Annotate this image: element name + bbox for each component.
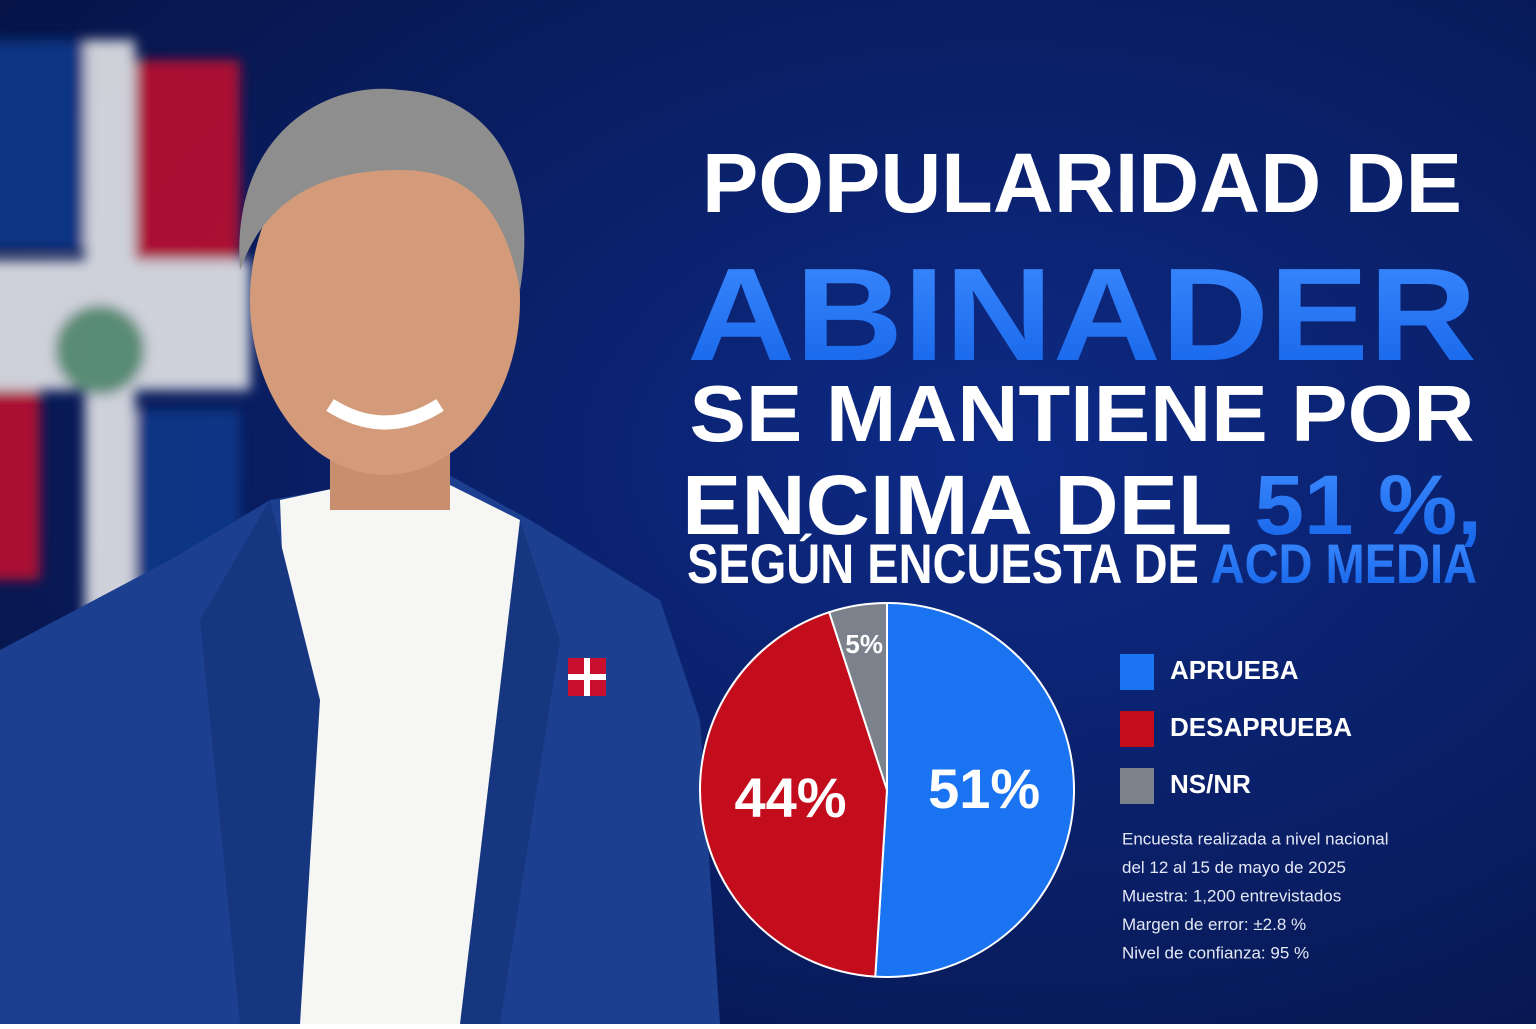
note-line: Margen de error: ±2.8 % <box>1122 915 1306 934</box>
headline-line: SEGÚN ENCUESTA DEACD MEDIA <box>687 532 1477 595</box>
headline-segment: ABINADER <box>687 241 1477 388</box>
note-line: Encuesta realizada a nivel nacional <box>1122 829 1389 848</box>
headline-segment: ENCIMA DEL <box>682 458 1232 552</box>
pie-slice <box>874 601 1075 978</box>
portrait <box>0 88 720 1024</box>
legend-label: NS/NR <box>1170 769 1251 799</box>
pie-chart: 51% 44% 5% <box>699 601 1075 978</box>
note-line: Nivel de confianza: 95 % <box>1122 943 1309 962</box>
slice-label: 44% <box>734 766 846 829</box>
slice-label: 51% <box>928 757 1040 820</box>
headline-line: POPULARIDAD DE <box>702 136 1462 230</box>
pie-slice <box>827 601 888 791</box>
headline-line: ENCIMA DEL 51 %, <box>682 458 1482 552</box>
notes: Encuesta realizada a nivel nacional del 1… <box>1122 829 1389 962</box>
legend-label: DESAPRUEBA <box>1170 712 1352 742</box>
legend-swatch <box>1120 711 1154 747</box>
legend-swatch <box>1120 768 1154 804</box>
slice-label: 5% <box>845 629 883 659</box>
pie-slice <box>699 610 889 978</box>
headline-segment: ACD MEDIA <box>1211 532 1477 595</box>
headline-segment: 51 %, <box>1254 458 1482 552</box>
note-line: Muestra: 1,200 entrevistados <box>1122 886 1341 905</box>
legend-swatch <box>1120 654 1154 690</box>
note-line: del 12 al 15 de mayo de 2025 <box>1122 858 1346 877</box>
flag <box>0 40 250 620</box>
legend: APRUEBA DESAPRUEBA NS/NR <box>1120 654 1352 804</box>
headline-line: ABINADER <box>687 241 1477 388</box>
headline-segment: SE MANTIENE POR <box>690 369 1475 458</box>
legend-label: APRUEBA <box>1170 655 1299 685</box>
headline-segment: POPULARIDAD DE <box>702 136 1462 230</box>
headline-segment: SEGÚN ENCUESTA DE <box>687 532 1199 595</box>
headline-line: SE MANTIENE POR <box>690 369 1475 458</box>
